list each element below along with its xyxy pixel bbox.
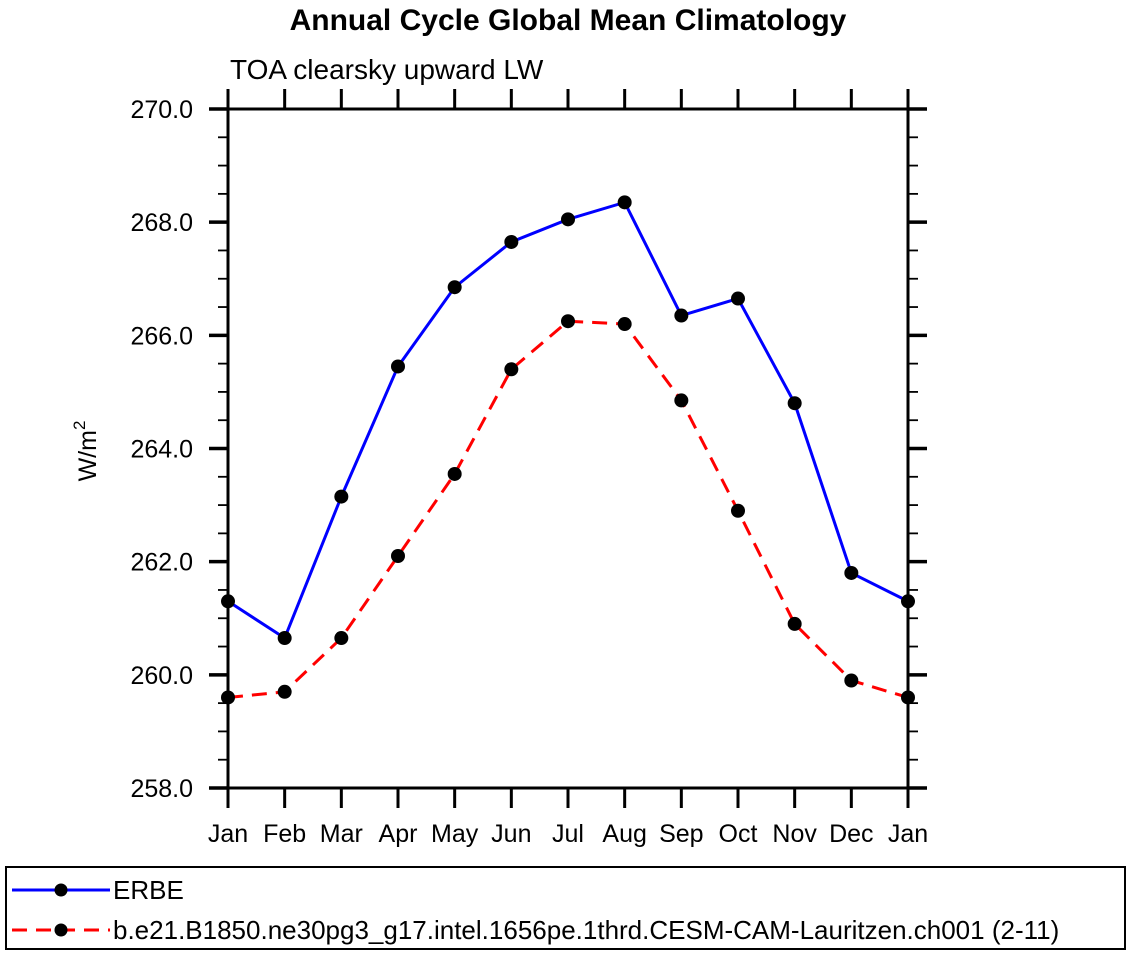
data-point xyxy=(617,195,632,210)
legend-box: ERBE b.e21.B1850.ne30pg3_g17.intel.1656p… xyxy=(5,866,1126,950)
data-point xyxy=(731,291,745,306)
x-tick-label: Mar xyxy=(320,820,363,848)
x-tick-label: May xyxy=(431,820,479,848)
y-tick-label: 262.0 xyxy=(130,549,193,577)
plot-area: 258.0 260.0 262.0 264.0 266.0 268.0 270.0 Jan Fe… xyxy=(70,89,928,848)
data-point xyxy=(731,503,745,518)
x-tick-label: Apr xyxy=(379,820,418,848)
x-tick-label: Jan xyxy=(208,820,248,848)
x-tick-label: Jan xyxy=(888,820,928,848)
data-point xyxy=(334,489,349,504)
data-point xyxy=(447,466,462,481)
data-point xyxy=(391,549,405,564)
legend-item-model: b.e21.B1850.ne30pg3_g17.intel.1656pe.1th… xyxy=(11,915,1059,945)
data-point xyxy=(844,673,859,688)
legend-label-erbe: ERBE xyxy=(113,874,184,905)
chart-subtitle: TOA clearsky upward LW xyxy=(230,54,544,85)
data-point xyxy=(901,690,915,705)
data-point xyxy=(561,212,575,227)
x-tick-label: Sep xyxy=(659,820,703,848)
data-point xyxy=(504,234,519,249)
x-tick-label: Feb xyxy=(263,820,306,848)
y-tick-label: 268.0 xyxy=(130,209,193,237)
data-point xyxy=(901,594,915,609)
data-point xyxy=(277,684,292,699)
data-point xyxy=(787,396,802,411)
series-line-1 xyxy=(227,319,909,699)
data-point xyxy=(221,690,235,705)
legend-swatch-erbe xyxy=(12,883,110,897)
legend-marker-0 xyxy=(54,883,68,897)
x-tick-label: Oct xyxy=(719,820,758,848)
y-tick-label: 260.0 xyxy=(130,662,193,690)
data-point xyxy=(447,280,462,295)
data-point xyxy=(561,314,575,329)
data-point xyxy=(277,631,292,646)
y-tick-label: 270.0 xyxy=(130,96,193,124)
chart-title: Annual Cycle Global Mean Climatology xyxy=(289,4,847,37)
series-line-0 xyxy=(227,200,909,641)
y-tick-label: 258.0 xyxy=(130,775,193,803)
x-tick-label: Jun xyxy=(491,820,531,848)
y-axis-label: W/m2 xyxy=(70,421,102,482)
x-tick-label: Jul xyxy=(552,820,584,848)
x-tick-label: Aug xyxy=(602,820,646,848)
data-point xyxy=(221,594,235,609)
x-tick-label: Nov xyxy=(772,820,817,848)
data-point xyxy=(617,317,632,332)
data-point xyxy=(674,308,689,323)
axis-box xyxy=(226,107,910,790)
y-tick-label: 264.0 xyxy=(130,436,193,464)
legend-swatch-model xyxy=(12,923,110,937)
data-point xyxy=(844,565,859,580)
legend-marker-1 xyxy=(54,923,68,937)
legend-label-model: b.e21.B1850.ne30pg3_g17.intel.1656pe.1th… xyxy=(113,914,1060,945)
data-point xyxy=(334,631,349,646)
y-tick-label: 266.0 xyxy=(130,322,193,350)
data-point xyxy=(391,359,405,374)
data-point xyxy=(504,362,519,377)
legend-item-erbe: ERBE xyxy=(11,875,184,905)
data-point xyxy=(787,616,802,631)
data-point xyxy=(674,393,689,408)
x-tick-label: Dec xyxy=(829,820,873,848)
